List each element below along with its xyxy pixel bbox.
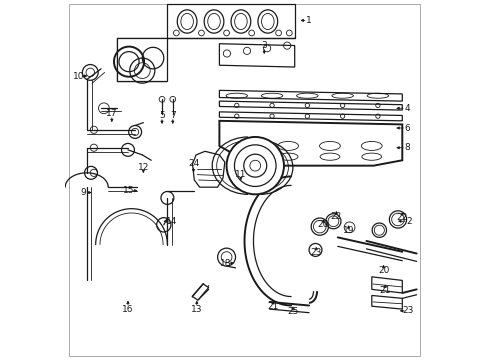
Polygon shape [219, 101, 402, 110]
Text: 14: 14 [166, 217, 177, 226]
Text: 2: 2 [406, 217, 411, 226]
Text: 20: 20 [377, 266, 388, 275]
Circle shape [217, 248, 235, 266]
Text: 16: 16 [122, 305, 133, 314]
Text: 24: 24 [187, 159, 199, 168]
Text: 3: 3 [261, 41, 266, 50]
Text: 15: 15 [123, 186, 135, 195]
Text: 6: 6 [404, 123, 410, 132]
Circle shape [226, 137, 284, 194]
Text: 22: 22 [330, 212, 341, 221]
Text: 1: 1 [305, 16, 311, 25]
Text: 20: 20 [317, 220, 328, 229]
Polygon shape [219, 121, 402, 166]
Polygon shape [371, 277, 402, 293]
Text: 25: 25 [286, 307, 298, 316]
Text: 13: 13 [191, 305, 202, 314]
Polygon shape [192, 284, 208, 300]
Polygon shape [219, 112, 402, 121]
Text: 23: 23 [310, 248, 321, 257]
Text: 22: 22 [396, 213, 407, 222]
Text: 21: 21 [379, 285, 390, 294]
Text: 23: 23 [402, 306, 413, 315]
Text: 19: 19 [342, 226, 353, 235]
Text: 10: 10 [73, 72, 84, 81]
Text: 9: 9 [80, 188, 86, 197]
Text: 7: 7 [169, 111, 175, 120]
Text: 8: 8 [404, 143, 410, 152]
Polygon shape [192, 151, 224, 187]
Text: 12: 12 [138, 163, 149, 172]
Polygon shape [117, 39, 167, 81]
Polygon shape [371, 296, 402, 309]
Text: 21: 21 [267, 302, 278, 311]
Polygon shape [219, 44, 294, 67]
Text: 4: 4 [404, 104, 409, 113]
Text: 18: 18 [219, 259, 231, 268]
Text: 5: 5 [159, 111, 164, 120]
Polygon shape [219, 90, 402, 101]
Text: 11: 11 [235, 170, 246, 179]
Text: 17: 17 [106, 109, 117, 118]
